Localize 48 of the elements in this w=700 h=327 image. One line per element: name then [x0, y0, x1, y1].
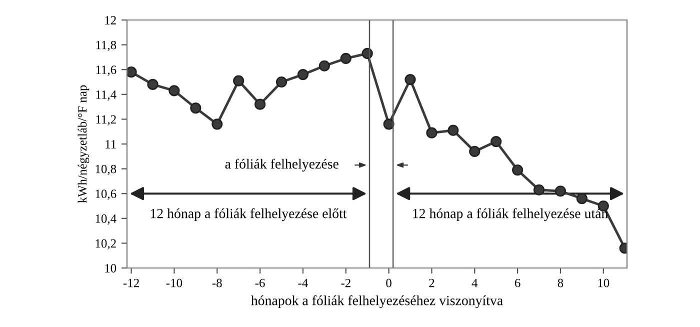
y-tick-label: 10,6 — [96, 190, 116, 200]
point — [490, 136, 502, 148]
point — [404, 74, 416, 86]
x-tick-label: -2 — [341, 278, 350, 288]
point — [340, 52, 352, 64]
point — [254, 98, 266, 110]
x-axis-title: hónapok a fóliák felhelyezéséhez viszonyítva — [251, 295, 503, 308]
annotation: a fóliák felhelyezése — [225, 158, 338, 172]
point — [190, 102, 202, 114]
point — [276, 76, 288, 88]
point — [533, 184, 545, 196]
point — [576, 193, 588, 204]
point — [448, 124, 459, 136]
y-tick-label: 11,2 — [96, 115, 116, 126]
y-tick-label: 10 — [105, 264, 116, 272]
y-tick-label: 11,4 — [96, 90, 116, 101]
y-tick-label: 11,6 — [96, 66, 116, 76]
y-tick-label: 11,8 — [96, 40, 116, 52]
point — [512, 164, 524, 176]
point — [318, 60, 330, 72]
x-tick-label: -10 — [166, 278, 182, 288]
x-tick-label: -8 — [212, 278, 222, 288]
point — [426, 127, 438, 138]
x-tick-label: -12 — [123, 278, 139, 288]
point — [147, 78, 158, 90]
x-tick-label: 0 — [386, 278, 392, 288]
y-tick-label: 10,4 — [96, 214, 116, 225]
x-tick-label: 4 — [472, 278, 478, 288]
annotation: 12 hónap a fóliák felhelyezése előtt — [150, 208, 347, 222]
x-tick-label: -6 — [255, 278, 265, 288]
point — [212, 118, 223, 130]
x-tick-label: 2 — [429, 278, 434, 288]
x-tick-label: -4 — [298, 278, 308, 288]
x-tick-label: 8 — [558, 278, 564, 288]
y-tick-label: 11 — [106, 140, 116, 148]
point — [297, 69, 309, 80]
point — [554, 186, 566, 197]
y-tick-label: 12 — [105, 16, 116, 24]
point — [469, 146, 480, 157]
x-tick-label: 10 — [598, 278, 610, 288]
y-tick-label: 10,8 — [96, 164, 116, 176]
point — [383, 118, 394, 130]
y-axis-title: kWh/négyzetláb/°F nap — [78, 85, 90, 204]
y-tick-label: 10,2 — [96, 239, 116, 250]
x-tick-label: 6 — [514, 278, 520, 288]
point — [233, 75, 244, 86]
point — [168, 85, 180, 96]
point — [127, 66, 137, 78]
